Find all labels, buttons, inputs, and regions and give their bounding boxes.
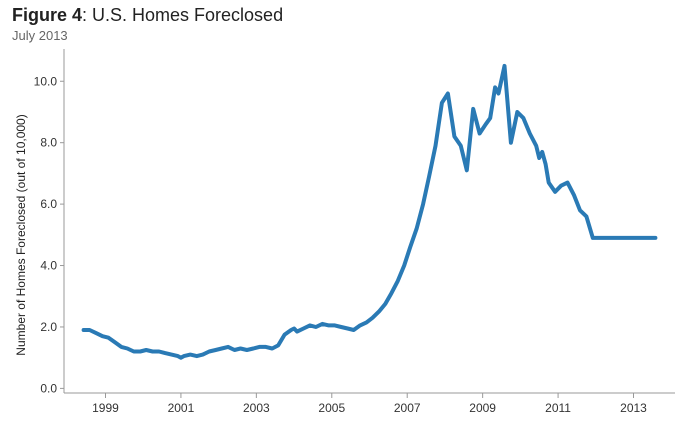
x-axis-ticks: 1999 2001 2003 2005 2007 2009 2011 2013: [92, 393, 647, 415]
y-tick-label: 10.0: [34, 74, 58, 88]
chart-subtitle: July 2013: [12, 28, 68, 43]
x-tick-label: 2003: [243, 401, 270, 415]
x-tick-label: 2001: [168, 401, 195, 415]
figure-label: Figure 4: [12, 5, 83, 25]
x-tick-label: 2011: [545, 401, 571, 415]
x-tick-label: 1999: [92, 401, 119, 415]
foreclosure-series-line: [81, 63, 658, 360]
x-tick-label: 2007: [394, 401, 421, 415]
y-axis-label: Number of Homes Foreclosed (out of 10,00…: [14, 114, 28, 355]
y-tick-label: 6.0: [40, 197, 57, 211]
y-tick-label: 0.0: [40, 381, 57, 395]
y-tick-label: 2.0: [40, 320, 57, 334]
x-tick-label: 2005: [318, 401, 345, 415]
x-tick-label: 2009: [469, 401, 496, 415]
y-tick-label: 8.0: [40, 136, 57, 150]
x-tick-label: 2013: [620, 401, 647, 415]
series-group: [81, 63, 658, 360]
chart-title: Figure 4: U.S. Homes Foreclosed: [12, 5, 283, 26]
y-tick-label: 4.0: [40, 259, 57, 273]
title-text: : U.S. Homes Foreclosed: [82, 5, 284, 25]
y-axis-ticks: 0.0 2.0 4.0 6.0 8.0 10.0: [34, 74, 64, 395]
